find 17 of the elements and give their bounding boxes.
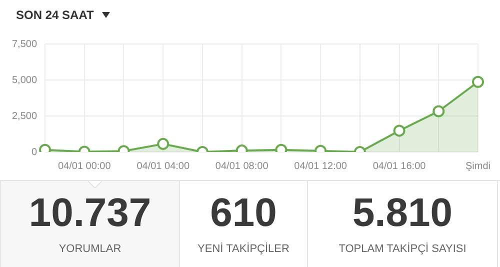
category-label: TOPLAM TAKİPÇİ SAYISI — [338, 243, 468, 255]
y-tick-label: 5,000 — [12, 74, 38, 86]
x-tick-label: 04/01 12:00 — [294, 160, 348, 172]
text: 10.737 — [28, 191, 152, 235]
category-label: YORUMLAR — [58, 243, 122, 255]
y-tick-label: 2,500 — [12, 110, 38, 122]
x-tick-label: 04/01 04:00 — [136, 160, 190, 172]
y-tick-label: 7,500 — [12, 38, 38, 50]
x-tick-label: 04/01 00:00 — [58, 160, 112, 172]
x-tick-label: 04/01 08:00 — [215, 160, 269, 172]
chart-title: SON 24 SAAT — [16, 8, 94, 22]
category-label: YENİ TAKİPÇİLER — [196, 243, 290, 255]
text: 610 — [209, 191, 278, 235]
x-tick-label: 04/01 16:00 — [372, 160, 426, 172]
x-tick-label: Şimdi — [465, 160, 491, 172]
y-tick-label: 0 — [31, 146, 38, 158]
text: 5.810 — [351, 191, 454, 235]
